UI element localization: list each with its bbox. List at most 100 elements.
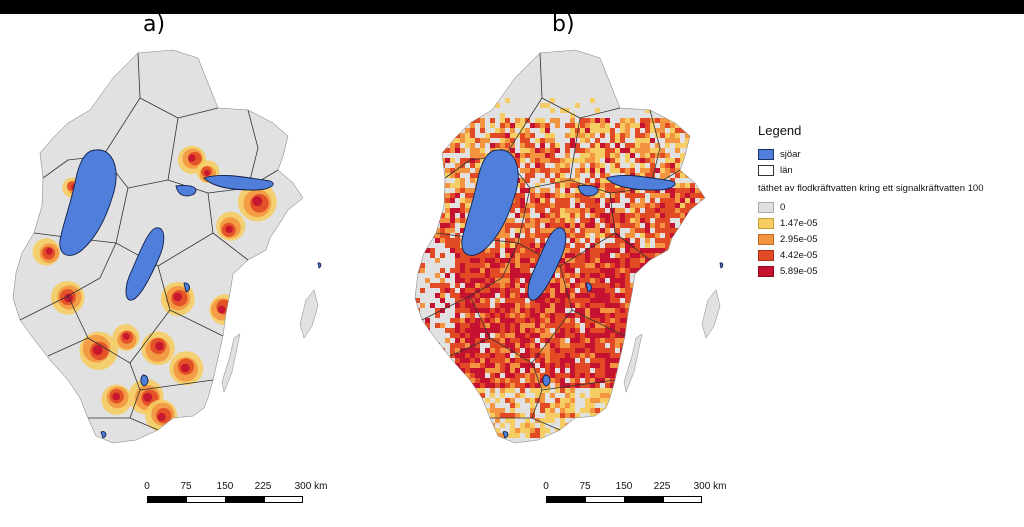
density-cell [580, 208, 585, 213]
density-cell [505, 293, 510, 298]
density-cell [525, 383, 530, 388]
density-cell [515, 268, 520, 273]
density-cell [680, 158, 685, 163]
density-cell [460, 328, 465, 333]
density-cell [455, 273, 460, 278]
density-cell [530, 188, 535, 193]
density-cell [685, 348, 690, 353]
density-cell [580, 293, 585, 298]
density-cell [510, 388, 515, 393]
density-cell [705, 343, 710, 348]
density-cell [645, 428, 650, 433]
density-cell [650, 248, 655, 253]
density-cell [665, 173, 670, 178]
density-cell [505, 338, 510, 343]
density-cell [540, 388, 545, 393]
density-cell [600, 288, 605, 293]
density-cell [615, 278, 620, 283]
density-cell [510, 283, 515, 288]
density-cell [630, 253, 635, 258]
density-cell [500, 318, 505, 323]
density-cell [685, 328, 690, 333]
density-cell [655, 243, 660, 248]
legend-swatch-class-4 [758, 265, 774, 277]
density-cell [670, 233, 675, 238]
density-cell [510, 203, 515, 208]
density-cell [480, 288, 485, 293]
density-cell [545, 228, 550, 233]
density-cell [665, 233, 670, 238]
density-cell [670, 178, 675, 183]
density-cell [675, 298, 680, 303]
density-cell [690, 298, 695, 303]
density-cell [695, 238, 700, 243]
density-cell [630, 218, 635, 223]
density-cell [425, 428, 430, 433]
legend-class-2: 2.95e-05 [758, 231, 1022, 247]
density-cell [695, 348, 700, 353]
density-cell [480, 378, 485, 383]
density-cell [445, 193, 450, 198]
density-cell [590, 98, 595, 103]
density-cell [685, 253, 690, 258]
county-border [129, 417, 159, 431]
density-cell [685, 378, 690, 383]
legend-class-3: 4.42e-05 [758, 247, 1022, 263]
density-cell [590, 398, 595, 403]
density-cell [655, 358, 660, 363]
density-cell [495, 318, 500, 323]
density-cell [595, 318, 600, 323]
density-cell [515, 413, 520, 418]
density-cell [525, 218, 530, 223]
density-cell [535, 228, 540, 233]
density-cell [565, 143, 570, 148]
density-cell [470, 393, 475, 398]
density-cell [525, 293, 530, 298]
density-cell [575, 413, 580, 418]
density-cell [570, 273, 575, 278]
density-cell [580, 243, 585, 248]
density-cell [550, 418, 555, 423]
density-cell [550, 153, 555, 158]
density-cell [650, 283, 655, 288]
density-cell [655, 373, 660, 378]
density-cell [705, 278, 710, 283]
density-cell [705, 123, 710, 128]
density-cell [695, 223, 700, 228]
density-cell [600, 268, 605, 273]
density-cell [515, 323, 520, 328]
density-cell [620, 308, 625, 313]
density-cell [705, 273, 710, 278]
density-cell [600, 148, 605, 153]
density-cell [540, 163, 545, 168]
density-cell [585, 248, 590, 253]
density-cell [525, 418, 530, 423]
density-cell [425, 363, 430, 368]
density-cell [415, 378, 420, 383]
density-cell [455, 383, 460, 388]
density-cell [555, 288, 560, 293]
density-cell [435, 108, 440, 113]
density-cell [530, 143, 535, 148]
density-cell [665, 213, 670, 218]
density-cell [590, 358, 595, 363]
density-cell [475, 418, 480, 423]
density-cell [690, 323, 695, 328]
density-cell [530, 133, 535, 138]
density-cell [675, 168, 680, 173]
density-cell [670, 323, 675, 328]
density-cell [640, 158, 645, 163]
density-cell [700, 268, 705, 273]
density-cell [580, 393, 585, 398]
density-cell [625, 273, 630, 278]
density-cell [435, 123, 440, 128]
density-cell [450, 213, 455, 218]
density-cell [545, 288, 550, 293]
density-cell [680, 323, 685, 328]
density-cell [505, 373, 510, 378]
density-cell [680, 153, 685, 158]
density-cell [455, 208, 460, 213]
density-cell [660, 153, 665, 158]
density-cell [535, 218, 540, 223]
density-cell [575, 203, 580, 208]
